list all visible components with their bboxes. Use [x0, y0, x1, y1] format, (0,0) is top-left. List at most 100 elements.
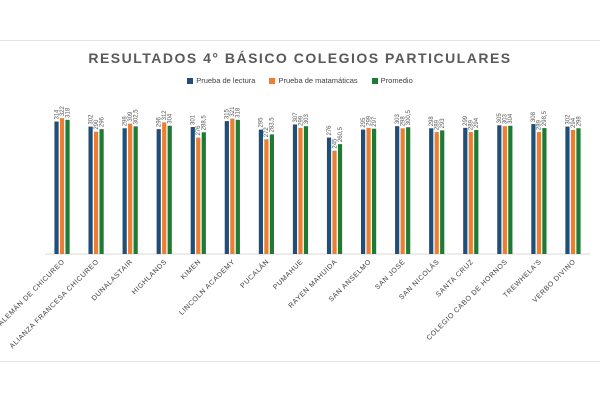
data-label-s2-c11: 293 — [440, 118, 446, 129]
data-label-s0-c13: 305 — [497, 113, 503, 124]
data-label-s2-c10: 300,5 — [406, 110, 412, 126]
data-label-s0-c3: 296 — [157, 116, 163, 127]
bar-s1-c3 — [162, 122, 167, 255]
data-label-s0-c2: 298 — [122, 116, 128, 127]
bar-s2-c0 — [65, 119, 70, 254]
bar-s2-c9 — [371, 128, 377, 254]
legend-label-promedio: Promedio — [380, 76, 413, 85]
data-label-s0-c7: 307 — [293, 112, 299, 123]
bar-s2-c2 — [133, 126, 138, 254]
data-label-s1-c1: 290 — [94, 119, 100, 130]
bar-s0-c5 — [224, 121, 229, 254]
data-label-s2-c4: 288,5 — [202, 115, 208, 131]
bar-s0-c10 — [395, 126, 400, 254]
bar-s0-c0 — [54, 121, 59, 254]
category-label-10: SAN JOSÉ — [373, 257, 407, 291]
legend: Prueba de lectura Prueba de matamáticas … — [0, 76, 600, 85]
bar-s2-c3 — [167, 125, 172, 254]
bar-s1-c2 — [128, 123, 133, 254]
data-label-s0-c14: 308 — [531, 111, 537, 122]
legend-swatch-lectura — [187, 77, 194, 84]
data-label-s2-c7: 303 — [304, 113, 310, 124]
bar-s1-c4 — [196, 137, 201, 254]
legend-item-promedio: Promedio — [371, 76, 413, 85]
bar-s2-c12 — [474, 129, 479, 254]
bar-s0-c4 — [190, 127, 195, 254]
data-label-s0-c10: 303 — [395, 113, 401, 124]
bar-s0-c13 — [497, 125, 502, 254]
data-label-s1-c5: 321 — [230, 106, 236, 117]
bar-s0-c8 — [326, 137, 332, 254]
bar-s2-c8 — [337, 144, 343, 254]
legend-item-lectura: Prueba de lectura — [187, 76, 255, 85]
data-label-s1-c12: 289 — [469, 119, 475, 130]
data-label-s0-c8: 276 — [327, 125, 333, 136]
data-label-s1-c14: 289 — [537, 119, 543, 130]
data-label-s1-c3: 312 — [162, 110, 168, 121]
bar-s1-c6 — [264, 139, 269, 254]
data-label-s0-c1: 302 — [88, 114, 94, 125]
legend-label-lectura: Prueba de lectura — [196, 76, 256, 85]
category-label-6: PUCALÁN — [238, 257, 271, 290]
category-label-4: KIMEN — [180, 258, 203, 281]
data-label-s1-c11: 289 — [435, 119, 441, 130]
bar-s0-c15 — [565, 126, 570, 254]
data-label-s1-c9: 299 — [366, 115, 372, 126]
data-label-s0-c15: 302 — [565, 114, 571, 125]
data-label-s1-c8: 245 — [332, 138, 338, 149]
data-label-s2-c5: 318 — [236, 107, 242, 118]
legend-label-matematicas: Prueba de matamáticas — [278, 76, 358, 85]
data-label-s1-c4: 276 — [196, 125, 202, 136]
category-label-5: LINCOLN ACADEMY — [178, 258, 236, 316]
bar-s2-c15 — [576, 128, 581, 254]
data-label-s2-c3: 304 — [168, 113, 174, 124]
chart-title: RESULTADOS 4° BÁSICO COLEGIOS PARTICULAR… — [88, 50, 512, 66]
data-label-s0-c11: 298 — [429, 116, 435, 127]
bar-s0-c1 — [88, 126, 93, 254]
bar-s0-c14 — [531, 124, 536, 254]
bar-s1-c10 — [400, 128, 405, 254]
bar-s0-c9 — [360, 129, 366, 254]
data-label-s1-c6: 272 — [264, 127, 270, 138]
bar-s2-c11 — [440, 130, 445, 254]
legend-swatch-matematicas — [269, 77, 276, 84]
data-label-s0-c6: 295 — [259, 117, 265, 128]
legend-item-matematicas: Prueba de matamáticas — [269, 76, 358, 85]
chart-frame — [0, 40, 600, 362]
data-label-s1-c2: 309 — [128, 111, 134, 122]
data-label-s2-c12: 294 — [474, 117, 480, 128]
data-label-s0-c12: 299 — [463, 115, 469, 126]
bar-s2-c6 — [269, 134, 275, 254]
data-label-s2-c1: 296 — [99, 116, 105, 127]
data-label-s2-c9: 297 — [372, 116, 378, 127]
data-label-s1-c10: 298 — [400, 116, 406, 127]
legend-swatch-promedio — [371, 77, 378, 84]
bar-s1-c14 — [536, 132, 542, 254]
data-label-s2-c2: 302,5 — [133, 109, 139, 125]
bar-s2-c7 — [303, 126, 309, 254]
data-label-s2-c0: 318 — [65, 107, 71, 118]
bar-s1-c11 — [434, 132, 439, 254]
data-label-s2-c13: 304 — [508, 113, 514, 124]
data-label-s2-c8: 260,5 — [338, 126, 344, 142]
bar-s1-c1 — [93, 131, 99, 254]
data-label-s0-c0: 314 — [54, 109, 60, 120]
bar-s1-c13 — [502, 126, 507, 254]
data-label-s1-c13: 303 — [503, 113, 509, 124]
data-label-s1-c15: 294 — [571, 117, 577, 128]
bar-s0-c3 — [156, 129, 161, 255]
data-label-s0-c5: 315 — [225, 108, 231, 119]
data-label-s1-c0: 322 — [60, 105, 66, 116]
bar-s1-c9 — [366, 127, 371, 254]
bar-s2-c1 — [99, 129, 104, 255]
bar-s1-c0 — [59, 118, 65, 254]
bar-s0-c7 — [292, 124, 298, 254]
data-label-s2-c14: 298,5 — [542, 110, 548, 126]
bar-s0-c2 — [122, 128, 127, 254]
data-label-s0-c9: 295 — [361, 117, 367, 128]
bar-s1-c7 — [298, 127, 303, 254]
bar-s0-c11 — [429, 128, 434, 254]
bar-s1-c8 — [332, 150, 337, 254]
data-label-s2-c15: 298 — [576, 116, 582, 127]
